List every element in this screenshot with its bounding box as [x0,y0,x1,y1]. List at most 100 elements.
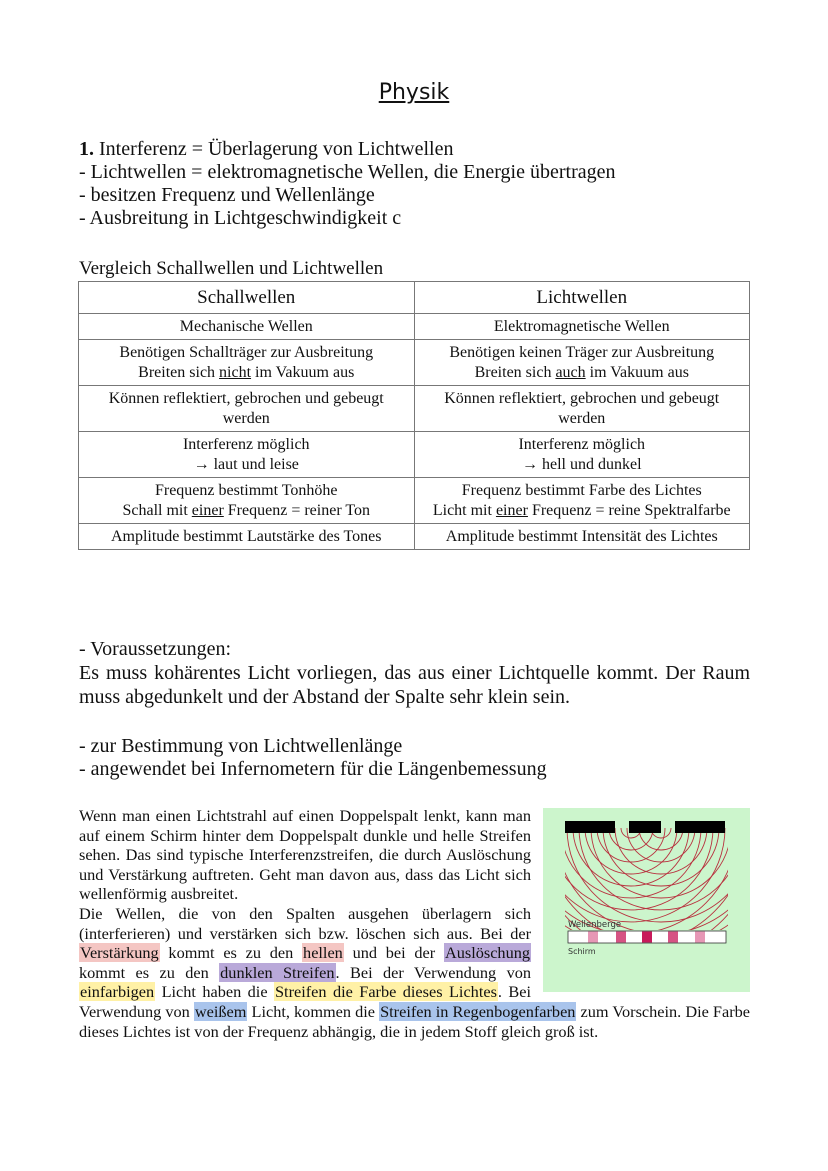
table-row: Interferenz möglich → laut und leise Inter… [78,431,750,478]
cell-line: Schall mit einer Frequenz = reiner Ton [85,501,408,521]
cell-line: Amplitude bestimmt Lautstärke des Tones [85,527,408,547]
label-wellenberge: Wellenberge [568,920,621,930]
cell-text: Frequenz = reine Spektralfarbe [527,502,731,519]
table-row: Benötigen Schallträger zur Ausbreitung Br… [78,339,750,386]
cell-line: Breiten sich nicht im Vakuum aus [85,363,408,383]
wave-arc [626,827,696,863]
cell-line: Elektromagnetische Wellen [421,317,744,337]
cell-text: Interferenz möglich [518,436,646,453]
cell-text: Frequenz = reiner Ton [223,502,371,519]
paragraph-text: Licht, kommen die [247,1001,380,1021]
wave-arc [638,827,684,851]
uses-section: - zur Bestimmung von Lichtwellenlänge - … [79,735,547,781]
cell-sound-waves: Amplitude bestimmt Lautstärke des Tones [78,523,415,550]
label-schirm: Schirm [568,947,596,956]
cell-text: im Vakuum aus [585,364,689,381]
underlined-text: einer [495,502,528,519]
requirements-section: - Voraussetzungen: Es muss kohärentes Li… [79,637,750,709]
table-row: Mechanische Wellen Elektromagnetische Wel… [78,313,750,340]
section-number: 1. [79,138,94,160]
requirements-heading: - Voraussetzungen: [79,638,232,660]
cell-line: Licht mit einer Frequenz = reine Spektra… [421,501,744,521]
slit-barrier-middle [629,821,661,833]
cell-sound-waves: Mechanische Wellen [78,313,415,340]
requirements-text: Es muss kohärentes Licht vorliegen, das … [79,662,750,708]
cell-text: Können reflektiert, gebrochen und gebeug… [108,390,384,427]
cell-light-waves: Amplitude bestimmt Intensität des Lichte… [413,523,750,550]
cell-line: Interferenz möglich [421,435,744,455]
cell-line: Können reflektiert, gebrochen und gebeug… [421,389,744,429]
paragraph-text: kommt es zu den [79,962,220,982]
cell-line: Können reflektiert, gebrochen und gebeug… [85,389,408,429]
highlighted-text: hellen [302,943,344,963]
underlined-text: einer [191,502,224,519]
highlighted-text: einfarbigen [79,982,156,1002]
paragraph-text: kommt es zu den [159,943,303,963]
intro-line-2: - Lichtwellen = elektromagnetische Welle… [79,161,616,183]
interference-fringe [695,931,705,943]
cell-text: Amplitude bestimmt Lautstärke des Tones [110,528,382,545]
wave-arc [596,827,666,863]
cell-text: Amplitude bestimmt Intensität des Lichte… [445,528,718,545]
cell-text: Breiten sich [474,364,556,381]
intro-heading: Interferenz = Überlagerung von Lichtwell… [94,138,454,160]
cell-light-waves: Elektromagnetische Wellen [413,313,750,340]
cell-text: → hell und dunkel [521,456,642,473]
cell-text: → laut und leise [193,456,299,473]
cell-text: Breiten sich [138,364,220,381]
use-line-1: - zur Bestimmung von Lichtwellenlänge [79,735,403,757]
double-slit-diagram: Wellenberge Schirm [543,808,750,992]
highlighted-text: Verstärkung [79,943,160,963]
cell-light-waves: Interferenz möglich → hell und dunkel [413,431,750,478]
cell-text: Benötigen keinen Träger zur Ausbreitung [449,344,715,361]
wave-arc [590,827,732,899]
cell-line: Frequenz bestimmt Farbe des Lichtes [421,481,744,501]
table-caption: Vergleich Schallwellen und Lichtwellen [79,258,384,279]
wave-arc [614,827,708,875]
cell-line: Mechanische Wellen [85,317,408,337]
cell-text: Benötigen Schallträger zur Ausbreitung [119,344,374,361]
cell-line: Interferenz möglich [85,435,408,455]
cell-light-waves: Benötigen keinen Träger zur Ausbreitung B… [413,339,750,386]
paragraph-text: Die Wellen, die von den Spalten ausgehen… [79,903,531,943]
wave-arc [602,827,720,887]
cell-text: Können reflektiert, gebrochen und gebeug… [444,390,720,427]
cell-text: Elektromagnetische Wellen [493,318,670,335]
cell-sound-waves: Interferenz möglich → laut und leise [78,431,415,478]
cell-sound-waves: Können reflektiert, gebrochen und gebeug… [78,385,415,432]
wave-arc [560,827,702,899]
highlighted-text: Streifen die Farbe dieses Lichtes [273,982,498,1002]
interference-fringe [588,931,598,943]
cell-sound-waves: Frequenz bestimmt Tonhöhe Schall mit eine… [78,477,415,524]
cell-text: Mechanische Wellen [179,318,313,335]
intro-line-4: - Ausbreitung in Lichtgeschwindigkeit c [79,207,402,229]
cell-text: Frequenz bestimmt Tonhöhe [154,482,338,499]
intro-section: 1. Interferenz = Überlagerung von Lichtw… [79,138,616,230]
cell-text: Interferenz möglich [182,436,310,453]
header-light-waves: Lichtwellen [413,281,750,314]
underlined-text: nicht [219,364,252,381]
interference-fringe [668,931,678,943]
paragraph-text: . Bei Verwendung von [79,982,532,1021]
cell-light-waves: Können reflektiert, gebrochen und gebeug… [413,385,750,432]
cell-line: Frequenz bestimmt Tonhöhe [85,481,408,501]
interference-fringe [616,931,626,943]
paragraph-text: Wenn man einen Lichtstrahl auf einen Dop… [79,806,531,904]
highlighted-text: Auslöschung [443,943,531,963]
cell-line: Benötigen keinen Träger zur Ausbreitung [421,343,744,363]
wave-arc [608,827,654,851]
cell-line: Benötigen Schallträger zur Ausbreitung [85,343,408,363]
highlighted-text: weißem [193,1001,248,1021]
cell-line: Amplitude bestimmt Intensität des Lichte… [421,527,744,547]
highlighted-text: dunklen Streifen [219,962,336,982]
cell-text: Licht mit [432,502,496,519]
wave-arc [584,827,678,875]
slit-barrier-right [675,821,725,833]
underlined-text: auch [555,364,586,381]
paragraph-text: und bei der [343,943,444,963]
mask-right [728,808,750,930]
highlighted-text: Streifen in Regenbogenfarben [379,1001,577,1021]
cell-text: Schall mit [122,502,192,519]
cell-text: Frequenz bestimmt Farbe des Lichtes [461,482,702,499]
table-row: Können reflektiert, gebrochen und gebeug… [78,385,750,432]
